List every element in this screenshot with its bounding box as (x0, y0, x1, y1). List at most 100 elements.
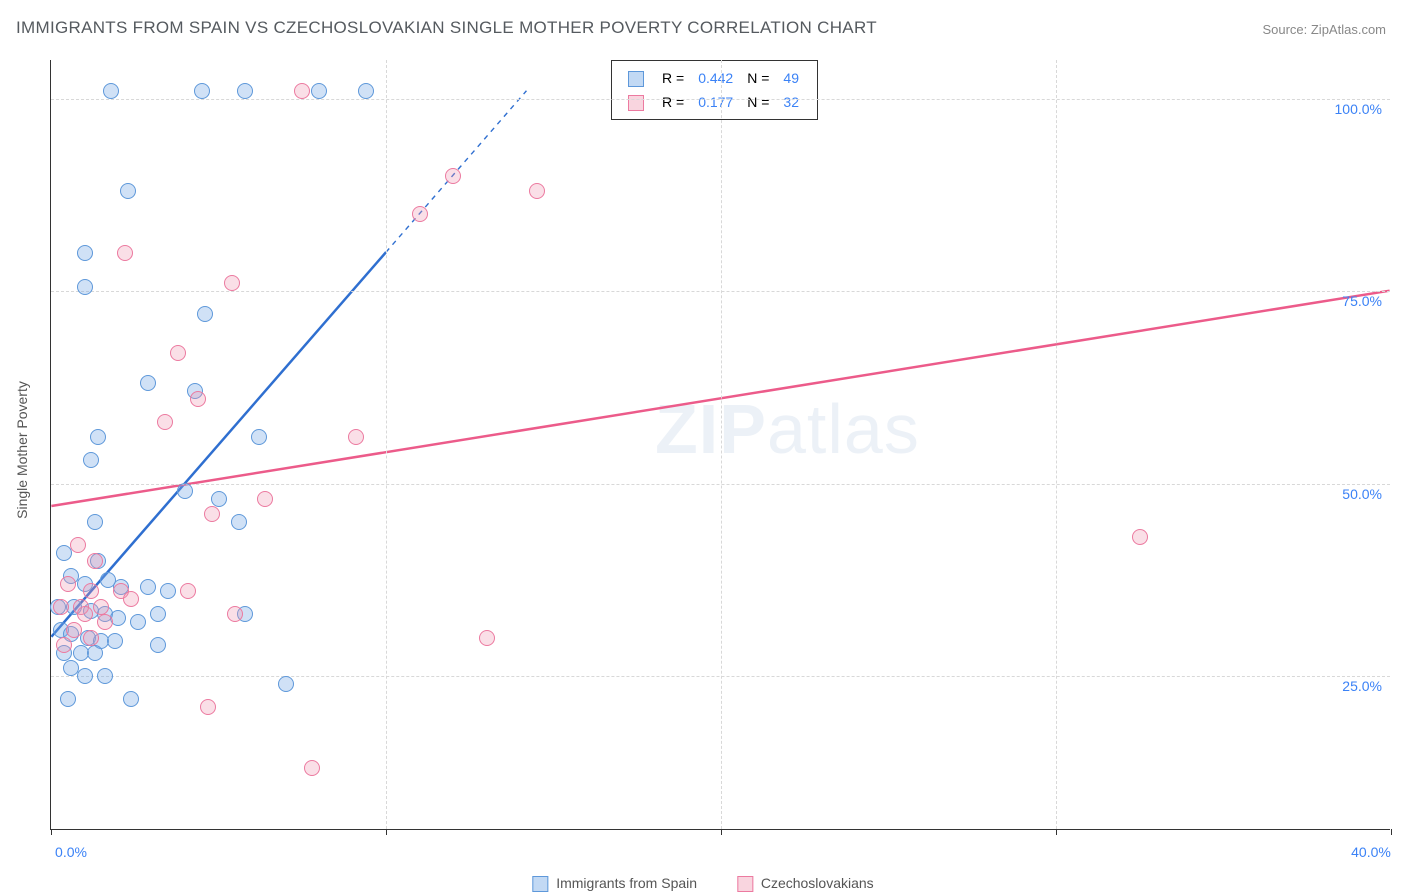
scatter-point-b (83, 630, 99, 646)
y-tick-label: 50.0% (1342, 486, 1382, 502)
scatter-point-b (97, 614, 113, 630)
scatter-point-b (200, 699, 216, 715)
watermark: ZIPatlas (655, 389, 920, 469)
legend-row-a: R = 0.442 N = 49 (622, 67, 805, 89)
scatter-point-b (170, 345, 186, 361)
r-label-b: R = (656, 91, 690, 113)
legend-item-b: Czechoslovakians (737, 875, 874, 892)
scatter-point-a (278, 676, 294, 692)
scatter-point-b (445, 168, 461, 184)
swatch-a-icon (628, 71, 644, 87)
scatter-point-b (117, 245, 133, 261)
scatter-point-a (140, 375, 156, 391)
scatter-point-b (53, 599, 69, 615)
scatter-point-b (1132, 529, 1148, 545)
scatter-point-a (237, 83, 253, 99)
x-tick-mark (51, 829, 52, 835)
scatter-point-a (83, 452, 99, 468)
x-tick-mark (386, 829, 387, 835)
source-attribution: Source: ZipAtlas.com (1262, 22, 1386, 37)
legend-row-b: R = 0.177 N = 32 (622, 91, 805, 113)
x-gridline (1056, 60, 1057, 829)
legend-swatch-a-icon (532, 876, 548, 892)
scatter-point-b (83, 583, 99, 599)
series-legend: Immigrants from Spain Czechoslovakians (514, 875, 891, 892)
r-label-a: R = (656, 67, 690, 89)
scatter-point-a (140, 579, 156, 595)
scatter-point-b (412, 206, 428, 222)
scatter-point-b (157, 414, 173, 430)
r-value-a: 0.442 (692, 67, 739, 89)
scatter-point-b (70, 537, 86, 553)
scatter-point-a (150, 606, 166, 622)
x-gridline (721, 60, 722, 829)
scatter-point-a (77, 668, 93, 684)
scatter-point-a (120, 183, 136, 199)
x-tick-label: 0.0% (55, 844, 87, 860)
scatter-point-a (130, 614, 146, 630)
scatter-point-b (227, 606, 243, 622)
scatter-point-b (294, 83, 310, 99)
scatter-point-b (257, 491, 273, 507)
x-tick-label: 40.0% (1351, 844, 1391, 860)
scatter-point-b (66, 622, 82, 638)
x-tick-mark (1391, 829, 1392, 835)
r-value-b: 0.177 (692, 91, 739, 113)
scatter-point-a (197, 306, 213, 322)
scatter-point-a (87, 514, 103, 530)
x-gridline (386, 60, 387, 829)
n-label-b: N = (741, 91, 775, 113)
legend-label-a: Immigrants from Spain (556, 875, 697, 891)
legend-swatch-b-icon (737, 876, 753, 892)
scatter-point-a (77, 245, 93, 261)
scatter-point-b (180, 583, 196, 599)
watermark-zip: ZIP (655, 390, 767, 468)
scatter-point-b (348, 429, 364, 445)
y-tick-label: 75.0% (1342, 293, 1382, 309)
scatter-point-b (224, 275, 240, 291)
scatter-point-a (251, 429, 267, 445)
n-value-b: 32 (777, 91, 805, 113)
scatter-point-a (177, 483, 193, 499)
scatter-point-a (103, 83, 119, 99)
y-tick-label: 25.0% (1342, 678, 1382, 694)
chart-title: IMMIGRANTS FROM SPAIN VS CZECHOSLOVAKIAN… (16, 18, 877, 38)
scatter-point-a (77, 279, 93, 295)
y-tick-label: 100.0% (1335, 101, 1382, 117)
scatter-point-b (60, 576, 76, 592)
x-tick-mark (721, 829, 722, 835)
scatter-point-b (87, 553, 103, 569)
scatter-point-a (311, 83, 327, 99)
scatter-point-a (231, 514, 247, 530)
chart-container: IMMIGRANTS FROM SPAIN VS CZECHOSLOVAKIAN… (0, 0, 1406, 892)
scatter-point-a (60, 691, 76, 707)
scatter-point-b (93, 599, 109, 615)
scatter-point-b (204, 506, 220, 522)
scatter-point-a (150, 637, 166, 653)
plot-area: ZIPatlas R = 0.442 N = 49 R = 0.177 N = … (50, 60, 1390, 830)
correlation-legend: R = 0.442 N = 49 R = 0.177 N = 32 (611, 60, 818, 120)
legend-item-a: Immigrants from Spain (532, 875, 697, 892)
n-label-a: N = (741, 67, 775, 89)
scatter-point-a (87, 645, 103, 661)
scatter-point-a (107, 633, 123, 649)
scatter-point-a (123, 691, 139, 707)
scatter-point-b (190, 391, 206, 407)
scatter-point-a (90, 429, 106, 445)
legend-label-b: Czechoslovakians (761, 875, 874, 891)
scatter-point-a (358, 83, 374, 99)
x-tick-mark (1056, 829, 1057, 835)
watermark-atlas: atlas (767, 390, 920, 468)
scatter-point-a (194, 83, 210, 99)
scatter-point-b (77, 606, 93, 622)
n-value-a: 49 (777, 67, 805, 89)
scatter-point-b (123, 591, 139, 607)
scatter-point-b (479, 630, 495, 646)
scatter-point-a (160, 583, 176, 599)
scatter-point-b (56, 637, 72, 653)
scatter-point-a (211, 491, 227, 507)
scatter-point-b (529, 183, 545, 199)
scatter-point-a (97, 668, 113, 684)
y-axis-label: Single Mother Poverty (14, 381, 30, 519)
scatter-point-b (304, 760, 320, 776)
